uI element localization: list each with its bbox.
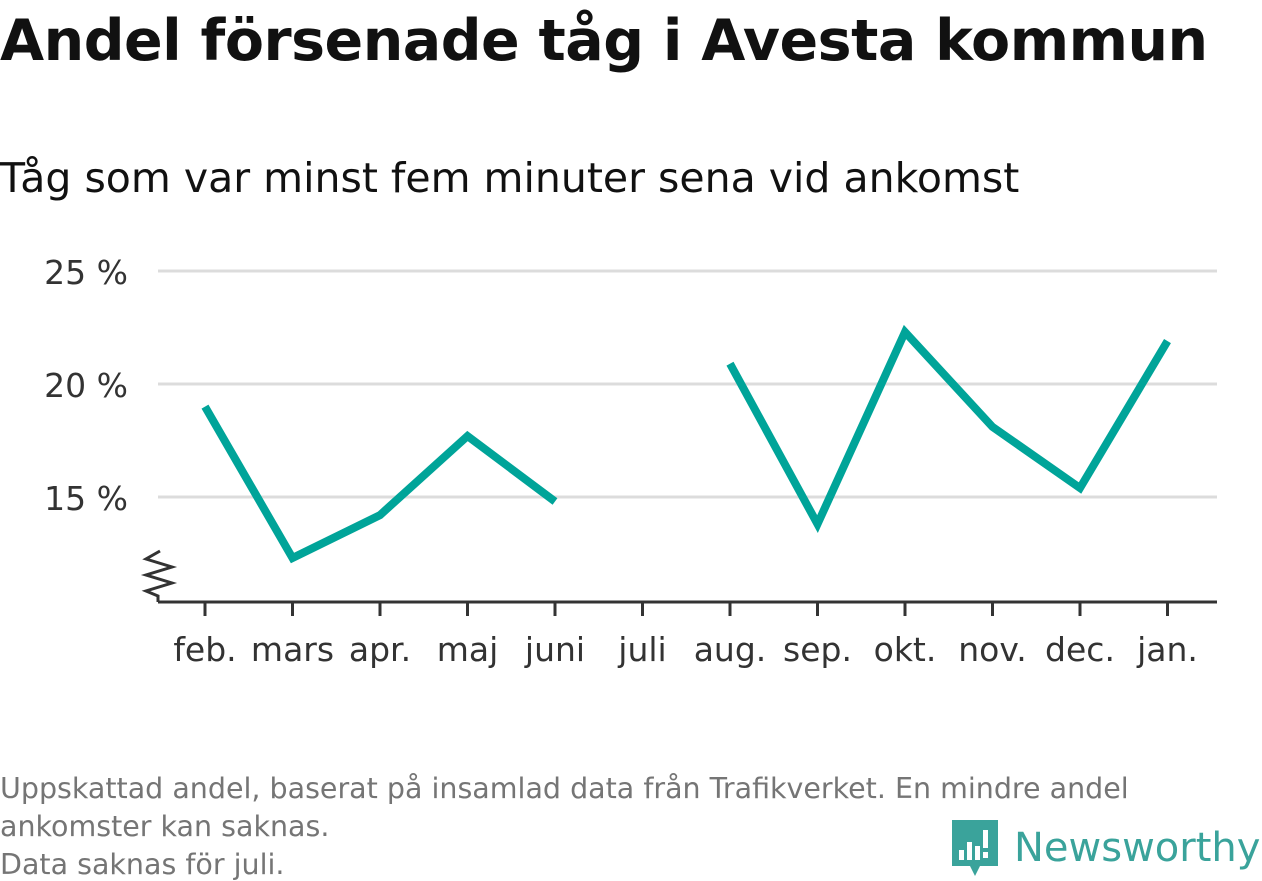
x-axis: [140, 549, 1217, 616]
newsworthy-brand: Newsworthy: [950, 818, 1260, 878]
y-tick-label: 15 %: [44, 479, 128, 518]
y-tick-label: 25 %: [44, 253, 128, 292]
series-lines: [201, 324, 1171, 564]
chart-title: Andel försenade tåg i Avesta kommun: [0, 8, 1208, 74]
x-tick-label: sep.: [783, 630, 852, 669]
x-tick-label: nov.: [958, 630, 1027, 669]
footnote-line-1: Uppskattad andel, baserat på insamlad da…: [0, 772, 1129, 805]
y-axis-break-mark: [140, 549, 178, 602]
brand-name: Newsworthy: [1014, 825, 1261, 871]
gridlines: [158, 269, 1217, 499]
x-tick-label: apr.: [349, 630, 411, 669]
x-tick-label: jan.: [1136, 630, 1198, 669]
y-axis-tick-labels: 15 % 20 % 25 %: [44, 253, 128, 518]
x-axis-tick-labels: feb. mars apr. maj juni juli aug. sep. okt. nov. d…: [173, 630, 1198, 669]
x-tick-label: okt.: [874, 630, 937, 669]
x-tick-label: maj: [437, 630, 499, 669]
x-tick-label: dec.: [1045, 630, 1115, 669]
footnote-line-2: ankomster kan saknas.: [0, 810, 330, 843]
x-tick-label: aug.: [694, 630, 767, 669]
chart-subtitle: Tåg som var minst fem minuter sena vid a…: [0, 154, 1020, 202]
series-line-segment: [201, 404, 558, 564]
series-line-segment: [726, 324, 1171, 534]
y-tick-label: 20 %: [44, 366, 128, 405]
x-tick-label: juli: [617, 630, 666, 669]
x-tick-label: mars: [251, 630, 334, 669]
newsworthy-logo-icon: [952, 820, 998, 876]
x-tick-label: feb.: [173, 630, 236, 669]
footnote-line-3: Data saknas för juli.: [0, 848, 285, 881]
x-tick-label: juni: [524, 630, 585, 669]
